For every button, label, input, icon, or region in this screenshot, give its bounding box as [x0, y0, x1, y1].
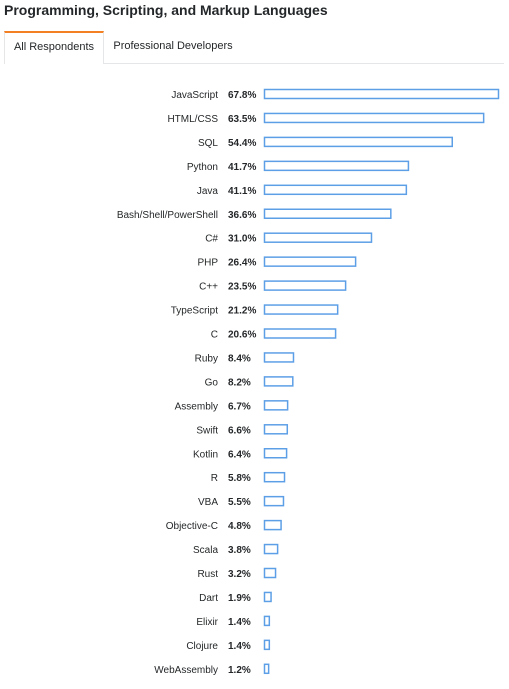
bar [263, 232, 373, 243]
value-label: 4.8% [228, 521, 251, 532]
value-label: 6.7% [228, 401, 251, 412]
category-label: C++ [199, 282, 218, 293]
bar [263, 543, 279, 555]
bar [263, 376, 294, 387]
category-label: VBA [198, 497, 218, 508]
value-label: 31.0% [228, 234, 256, 245]
category-label: Kotlin [193, 449, 218, 460]
category-label: WebAssembly [154, 665, 218, 676]
category-label: Python [187, 162, 218, 173]
value-label: 6.4% [228, 449, 251, 460]
value-label: 6.6% [228, 425, 251, 436]
value-label: 41.7% [228, 162, 256, 173]
value-label: 1.4% [228, 617, 251, 628]
bar [263, 615, 271, 627]
chart-title: Programming, Scripting, and Markup Langu… [4, 2, 328, 18]
category-label: Ruby [195, 353, 218, 364]
value-label: 3.2% [228, 569, 251, 580]
bar [263, 304, 339, 315]
bar [263, 471, 286, 483]
category-label: Java [197, 186, 219, 197]
category-label: C# [205, 234, 218, 245]
value-label: 5.5% [228, 497, 251, 508]
bar [263, 639, 271, 651]
value-label: 67.8% [228, 90, 256, 101]
bar [263, 160, 410, 172]
bar [263, 448, 288, 459]
value-label: 8.2% [228, 377, 251, 388]
category-label: Scala [193, 545, 218, 556]
bar [263, 352, 295, 363]
bar [263, 208, 392, 219]
bar [263, 663, 270, 675]
bar [263, 280, 347, 291]
category-label: Rust [197, 569, 218, 580]
bar [263, 256, 357, 267]
category-label: Dart [199, 593, 218, 604]
bar [263, 591, 272, 603]
bar [263, 519, 282, 531]
tab-bar: All Respondents Professional Developers [4, 31, 504, 64]
value-label: 1.4% [228, 641, 251, 652]
value-label: 3.8% [228, 545, 251, 556]
bar [263, 88, 500, 100]
value-label: 36.6% [228, 210, 256, 221]
bar [263, 136, 454, 148]
bar [263, 184, 408, 196]
value-label: 26.4% [228, 258, 256, 269]
bar [263, 400, 289, 411]
bar [263, 424, 289, 435]
value-label: 63.5% [228, 114, 256, 125]
category-label: Go [205, 377, 219, 388]
value-label: 41.1% [228, 186, 256, 197]
category-label: Bash/Shell/PowerShell [117, 210, 218, 221]
value-label: 8.4% [228, 353, 251, 364]
value-label: 1.9% [228, 593, 251, 604]
category-label: R [211, 473, 218, 484]
category-label: TypeScript [171, 306, 218, 317]
category-label: C [211, 330, 218, 341]
category-label: SQL [198, 138, 218, 149]
tab-professional-developers[interactable]: Professional Developers [113, 40, 233, 52]
category-label: Objective-C [166, 521, 218, 532]
value-label: 5.8% [228, 473, 251, 484]
bar [263, 112, 485, 124]
bar [263, 567, 277, 579]
category-label: JavaScript [171, 90, 218, 101]
bar [263, 495, 285, 507]
category-label: Assembly [175, 401, 218, 412]
category-label: Clojure [186, 641, 218, 652]
value-label: 21.2% [228, 306, 256, 317]
category-label: Elixir [196, 617, 218, 628]
bar [263, 328, 337, 339]
category-label: PHP [197, 258, 218, 269]
bar-chart: JavaScript 67.8% HTML/CSS 63.5% SQL 54.4% Pyth… [117, 88, 500, 676]
tab-all-respondents[interactable]: All Respondents [4, 31, 104, 64]
category-label: HTML/CSS [167, 114, 218, 125]
value-label: 20.6% [228, 330, 256, 341]
category-label: Swift [196, 425, 218, 436]
value-label: 1.2% [228, 665, 251, 676]
value-label: 54.4% [228, 138, 256, 149]
value-label: 23.5% [228, 282, 256, 293]
